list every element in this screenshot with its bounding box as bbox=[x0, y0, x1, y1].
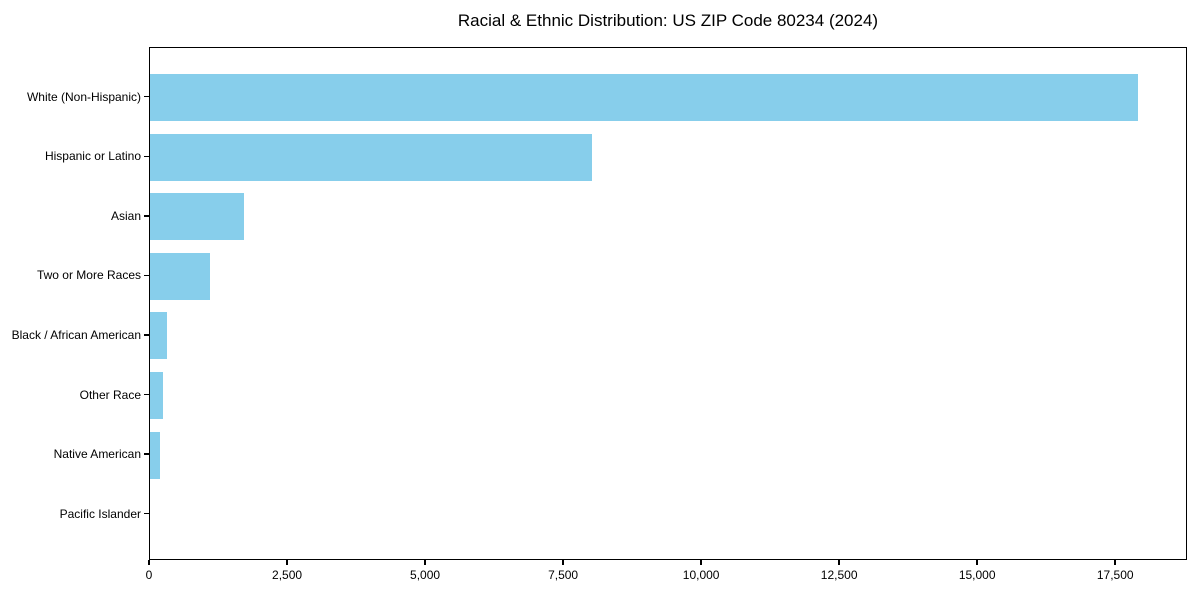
x-axis-tick-label: 12,500 bbox=[820, 568, 858, 582]
bar bbox=[150, 431, 161, 479]
x-axis-tick-label: 15,000 bbox=[958, 568, 996, 582]
bar bbox=[150, 193, 244, 241]
x-tick-mark bbox=[838, 560, 840, 565]
x-axis-tick-label: 10,000 bbox=[682, 568, 720, 582]
bar bbox=[150, 133, 592, 181]
y-axis-label: Native American bbox=[53, 447, 141, 462]
bar bbox=[150, 372, 163, 420]
x-tick-mark bbox=[976, 560, 978, 565]
bar bbox=[150, 312, 167, 360]
y-tick-mark bbox=[144, 274, 149, 277]
x-tick-mark bbox=[700, 560, 702, 565]
y-tick-mark bbox=[144, 512, 149, 515]
x-tick-mark bbox=[286, 560, 288, 565]
x-axis-tick-label: 7,500 bbox=[548, 568, 579, 582]
y-axis-label: Pacific Islander bbox=[59, 506, 141, 521]
x-axis-tick-label: 17,500 bbox=[1096, 568, 1134, 582]
y-axis-label: Hispanic or Latino bbox=[44, 149, 141, 164]
x-tick-mark bbox=[562, 560, 564, 565]
x-tick-mark bbox=[148, 560, 150, 565]
y-tick-mark bbox=[144, 334, 149, 336]
x-tick-mark bbox=[424, 560, 426, 565]
y-tick-mark bbox=[144, 215, 149, 217]
bar bbox=[150, 252, 210, 300]
x-axis-tick-label: 5,000 bbox=[410, 568, 441, 582]
bar bbox=[150, 74, 1139, 122]
x-tick-mark bbox=[1114, 560, 1116, 565]
y-axis-label: Asian bbox=[110, 208, 141, 223]
x-axis-tick-label: 0 bbox=[145, 568, 153, 582]
plot-area bbox=[149, 47, 1187, 560]
y-axis-label: White (Non-Hispanic) bbox=[26, 89, 141, 104]
y-tick-mark bbox=[144, 453, 149, 455]
chart-title: Racial & Ethnic Distribution: US ZIP Cod… bbox=[457, 11, 879, 30]
y-axis-label: Other Race bbox=[79, 387, 141, 402]
y-tick-mark bbox=[144, 393, 149, 396]
x-axis-tick-label: 2,500 bbox=[272, 568, 303, 582]
y-tick-mark bbox=[144, 95, 149, 98]
y-axis-label: Black / African American bbox=[11, 327, 141, 342]
y-axis-label: Two or More Races bbox=[36, 268, 141, 283]
y-tick-mark bbox=[144, 155, 149, 158]
